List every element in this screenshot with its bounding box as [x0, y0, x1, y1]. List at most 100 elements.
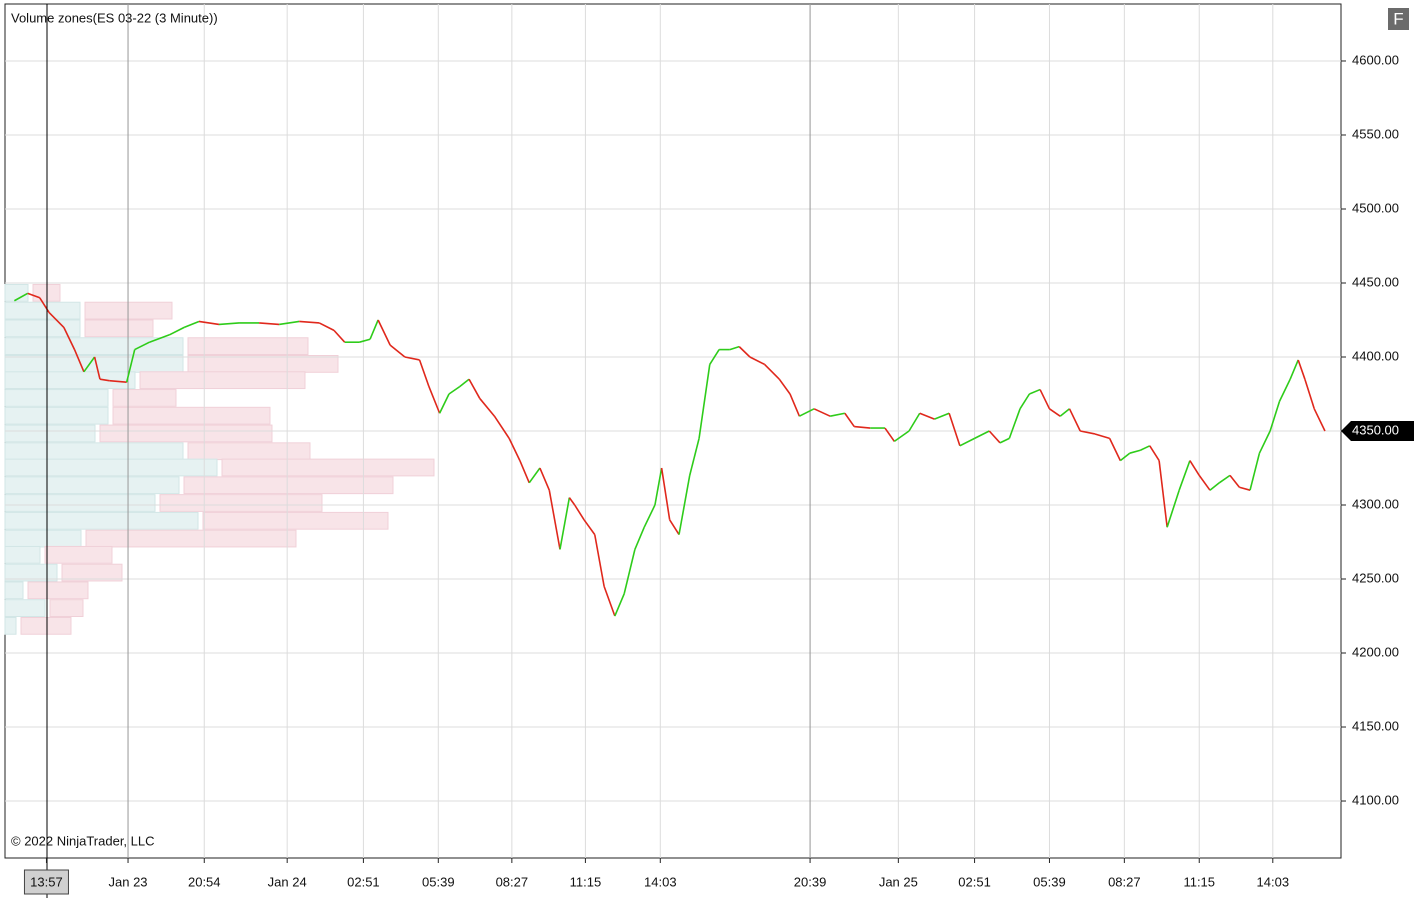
price-segment: [1278, 378, 1291, 402]
price-segment: [1289, 359, 1299, 380]
x-tick-label: 05:39: [1033, 874, 1066, 889]
price-segment: [1297, 359, 1306, 380]
price-segment: [799, 408, 815, 417]
price-segment: [459, 378, 470, 388]
y-tick-label: 4250.00: [1352, 570, 1399, 585]
buy-volume: [4, 389, 109, 407]
price-segment: [1039, 389, 1051, 410]
sell-volume: [27, 581, 89, 600]
price-segment: [359, 338, 371, 343]
buy-volume: [4, 511, 199, 530]
price-segment: [428, 386, 441, 414]
price-segment: [749, 356, 765, 366]
sell-volume: [159, 494, 323, 512]
x-tick-label: 02:51: [347, 874, 380, 889]
price-segment: [1149, 445, 1160, 462]
price-segment: [959, 437, 975, 447]
price-segment: [583, 519, 596, 536]
price-segment: [678, 475, 691, 535]
sell-volume: [61, 563, 123, 582]
x-tick-label: 05:39: [422, 874, 455, 889]
price-segment: [934, 412, 950, 420]
price-segment: [109, 379, 127, 383]
price-segment: [1059, 408, 1071, 417]
price-segment: [27, 292, 41, 299]
price-segment: [789, 393, 801, 417]
f-button-label[interactable]: F: [1393, 9, 1403, 28]
copyright: © 2022 NinjaTrader, LLC: [11, 833, 155, 848]
buy-volume: [4, 563, 58, 582]
price-segment: [778, 378, 791, 395]
price-segment: [1080, 430, 1096, 435]
price-segment: [73, 349, 85, 373]
sell-volume: [84, 319, 154, 338]
price-segment: [493, 415, 510, 439]
volume-zones: [4, 283, 435, 635]
price-segment: [259, 322, 280, 326]
price-segment: [593, 534, 605, 587]
price-segment: [559, 497, 571, 550]
price-segment: [1178, 460, 1191, 491]
buy-volume: [4, 599, 46, 617]
price-segment: [1049, 408, 1061, 417]
price-segment: [1140, 445, 1151, 451]
price-segment: [333, 329, 346, 343]
x-tick-label: 02:51: [958, 874, 991, 889]
price-segment: [1166, 489, 1180, 528]
price-segment: [299, 320, 320, 324]
price-segment: [183, 320, 200, 329]
price-segment: [1198, 474, 1211, 491]
price-segment: [1108, 438, 1122, 461]
price-segment: [884, 427, 895, 442]
price-segment: [813, 408, 831, 417]
price-segment: [844, 412, 855, 428]
chart-title: Volume zones(ES 03-22 (3 Minute)): [11, 10, 218, 25]
buy-volume: [4, 301, 81, 320]
price-segment: [948, 412, 961, 447]
price-segment: [519, 460, 530, 484]
price-segment: [479, 397, 496, 417]
x-tick-label: Jan 23: [109, 874, 148, 889]
price-segment: [448, 385, 461, 395]
price-segment: [539, 467, 551, 491]
price-segment: [1249, 453, 1261, 491]
sell-volume: [221, 458, 435, 477]
buy-volume: [4, 476, 180, 495]
price-segment: [48, 312, 65, 328]
x-tick-label: 20:39: [794, 874, 827, 889]
buy-volume: [4, 424, 96, 443]
price-segment: [603, 586, 616, 617]
price-segment: [548, 490, 561, 550]
sell-volume: [44, 545, 113, 564]
price-segment: [1229, 474, 1240, 488]
price-segment: [93, 356, 101, 380]
price-segment: [660, 467, 671, 520]
price-segment: [568, 497, 576, 506]
price-segment: [377, 319, 391, 346]
sell-volume: [85, 529, 297, 548]
x-tick-highlight: [23, 869, 69, 895]
price-segment: [169, 326, 185, 336]
price-segment: [39, 297, 50, 314]
sell-volume: [187, 355, 339, 373]
price-segment: [738, 346, 751, 358]
price-segment: [418, 359, 430, 387]
price-segment: [1209, 482, 1220, 491]
price-segment: [654, 467, 663, 506]
price-segment: [125, 349, 136, 383]
price-segment: [279, 320, 300, 326]
price-segment: [99, 378, 110, 382]
price-series: [13, 292, 1326, 617]
x-tick-label: Jan 24: [268, 874, 307, 889]
price-segment: [369, 319, 379, 340]
f-button[interactable]: [1388, 8, 1409, 30]
x-tick-label: 13:57: [30, 874, 63, 889]
price-segment: [1189, 460, 1200, 476]
sell-volume: [187, 442, 311, 461]
price-segment: [614, 593, 625, 617]
buy-volume: [4, 616, 17, 635]
price-segment: [13, 292, 29, 302]
x-tick-label: 14:03: [1257, 874, 1290, 889]
